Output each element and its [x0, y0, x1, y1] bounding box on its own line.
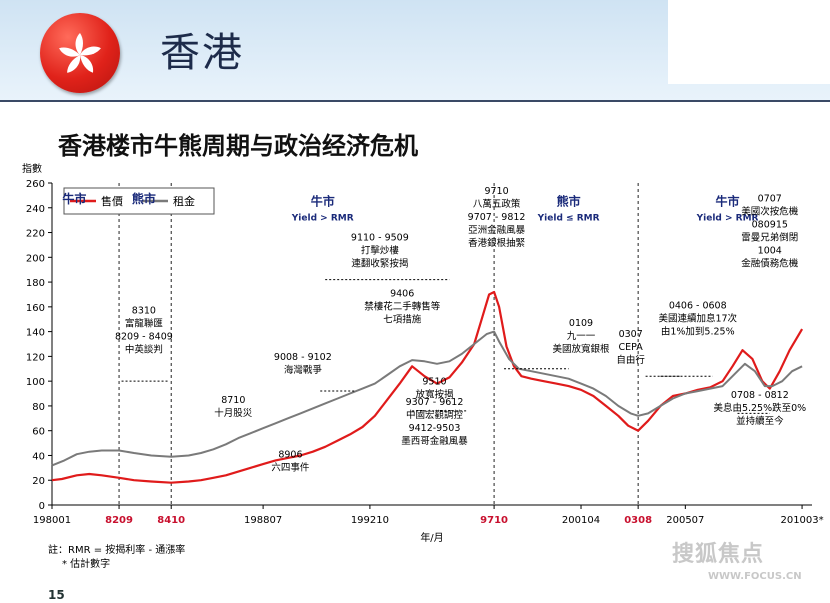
y-tick-label: 60: [32, 427, 45, 438]
annotation-text: 金融債務危機: [741, 257, 799, 269]
annotation-text: 美國連續加息17次: [658, 313, 737, 325]
y-tick-label: 240: [26, 204, 45, 215]
annotation-text: CEPA: [619, 342, 644, 353]
legend-label-0: 售價: [101, 194, 123, 208]
x-tick-label: 200104: [562, 515, 600, 526]
x-tick-label: 198807: [244, 515, 282, 526]
x-tick-label: 201003*: [780, 515, 823, 526]
series-line-1: [51, 330, 803, 467]
x-tick-label: 8209: [105, 515, 133, 526]
y-tick-label: 200: [26, 253, 45, 264]
y-tick-label: 140: [26, 328, 45, 339]
annotation-text: 由1%加到5.25%: [661, 326, 735, 338]
legend-label-1: 租金: [173, 194, 195, 208]
market-label: 熊市: [557, 193, 581, 208]
y-tick-label: 0: [39, 501, 45, 512]
x-tick-label: 200507: [666, 515, 704, 526]
annotation-text: 並持續至今: [736, 415, 784, 427]
page-number: 15: [48, 588, 65, 602]
y-tick-label: 100: [26, 377, 45, 388]
watermark-text: 搜狐焦点: [672, 542, 765, 567]
annotation-text: 墨西哥金融風暴: [401, 435, 468, 447]
header-white-block: [668, 0, 830, 84]
annotation-text: 8906: [278, 450, 302, 461]
bauhinia-flag-icon: [40, 13, 120, 93]
x-tick-label: 198001: [33, 515, 71, 526]
x-axis-label: 年/月: [420, 531, 443, 544]
y-tick-label: 20: [32, 476, 45, 487]
annotation-text: 美國放寬銀根: [553, 343, 611, 355]
annotation-text: 九一一: [567, 330, 596, 342]
annotation-text: 海灣戰爭: [284, 364, 323, 376]
annotation-text: 八萬五政策: [473, 198, 521, 210]
header-divider: [0, 100, 830, 102]
x-tick-label: 199210: [351, 515, 389, 526]
y-tick-label: 40: [32, 451, 45, 462]
annotation-text: 9110 - 9509: [351, 233, 409, 244]
annotation-text: 8310: [132, 305, 156, 316]
annotation-text: 香港銀根抽緊: [468, 237, 526, 249]
footnote-estimate: * 估計數字: [62, 559, 111, 570]
annotation-text: 富龍聯匯: [125, 317, 164, 329]
market-label: 牛市: [716, 193, 740, 208]
annotation-text: 0707: [758, 193, 782, 204]
annotation-text: 9707 - 9812: [468, 212, 526, 223]
annotation-text: 9710: [484, 186, 508, 197]
annotation-text: 自由行: [616, 354, 645, 366]
annotation-text: 9406: [390, 288, 414, 299]
market-sublabel: Yield > RMR: [291, 213, 354, 223]
annotation-text: 美國次按危機: [741, 205, 799, 217]
annotation-text: 0307: [619, 329, 643, 340]
annotation-text: 9412-9503: [409, 423, 461, 434]
annotation-text: 連翻收緊按揭: [351, 258, 408, 270]
y-tick-label: 260: [26, 179, 45, 190]
market-label: 牛市: [311, 193, 335, 208]
header-banner: [0, 0, 830, 100]
annotation-text: 0109: [569, 318, 593, 329]
watermark-url: WWW.FOCUS.CN: [708, 571, 802, 582]
x-tick-label: 9710: [480, 515, 508, 526]
bauhinia-flower-icon: [59, 33, 101, 73]
annotation-text: 0406 - 0608: [669, 301, 727, 312]
annotation-text: 080915: [752, 219, 788, 230]
market-label: 熊市: [132, 191, 156, 206]
page-title: 香港: [160, 30, 244, 76]
annotation-text: 雷曼兄弟倒閉: [741, 231, 798, 243]
annotation-text: 9307 - 9612: [406, 397, 464, 408]
annotation-text: 七項措施: [383, 313, 422, 325]
annotation-text: 8209 - 8409: [115, 331, 173, 342]
market-sublabel: Yield > RMR: [696, 213, 759, 223]
annotation-text: 9510: [422, 377, 446, 388]
annotation-text: 六四事件: [271, 462, 310, 474]
annotation-text: 美息由5.25%跌至0%: [713, 402, 806, 414]
y-axis-label: 指數: [22, 162, 42, 175]
annotation-text: 打擊炒樓: [361, 245, 400, 257]
market-sublabel: Yield ≤ RMR: [537, 213, 600, 223]
y-tick-label: 160: [26, 303, 45, 314]
y-tick-label: 80: [32, 402, 45, 413]
annotation-text: 亞洲金融風暴: [468, 224, 526, 236]
annotation-text: 8710: [221, 395, 245, 406]
chart-title: 香港楼市牛熊周期与政治经济危机: [58, 132, 418, 160]
market-label: 牛市: [62, 191, 86, 206]
x-tick-label: 8410: [157, 515, 185, 526]
annotation-text: 中英談判: [125, 343, 163, 355]
annotation-text: 中國宏觀調控: [406, 409, 464, 421]
footnote-rmr: 註：RMR = 按揭利率 - 通漲率: [48, 545, 186, 556]
annotation-text: 放寬按揭: [415, 389, 453, 401]
x-tick-label: 0308: [624, 515, 652, 526]
y-tick-label: 120: [26, 352, 45, 363]
y-tick-label: 180: [26, 278, 45, 289]
annotation-text: 十月股災: [214, 407, 253, 419]
y-tick-label: 220: [26, 229, 45, 240]
annotation-text: 禁樓花二手轉售等: [364, 300, 441, 312]
annotation-text: 9008 - 9102: [274, 352, 332, 363]
annotation-text: 0708 - 0812: [731, 390, 789, 401]
annotation-text: 1004: [758, 245, 782, 256]
